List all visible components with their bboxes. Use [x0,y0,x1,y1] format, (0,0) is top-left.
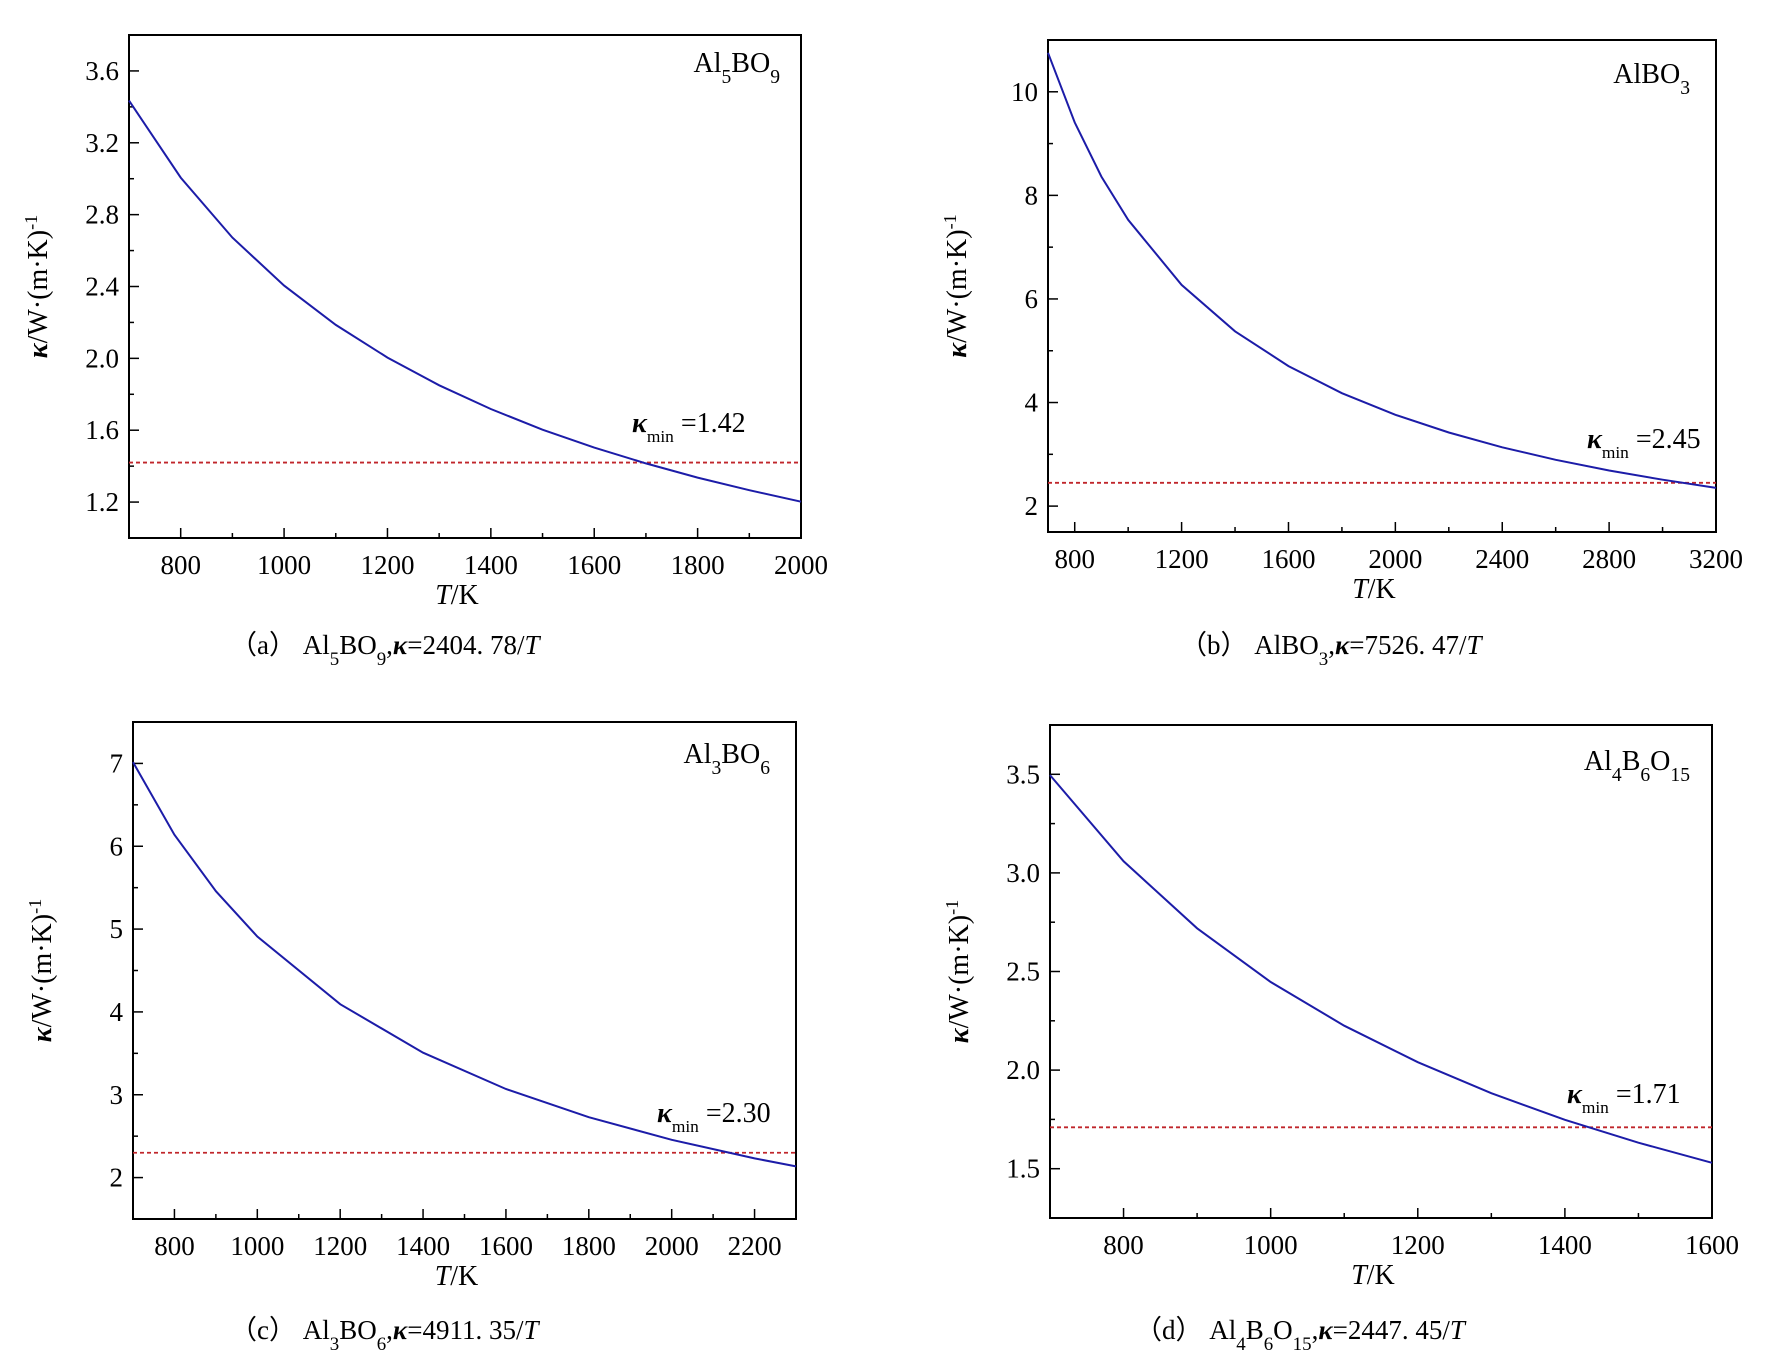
compound-label: Al4B6O15 [1584,746,1690,786]
y-tick-label: 7 [110,748,124,778]
y-tick-label: 10 [1011,77,1038,107]
x-tick-label: 1400 [396,1231,450,1261]
y-tick-label: 3 [110,1080,124,1110]
x-tick-label: 1600 [567,550,621,580]
y-tick-label: 1.5 [1006,1154,1040,1184]
x-tick-label: 1000 [1244,1230,1298,1260]
caption-b: （b） AlBO3,κ=7526. 47/T [1180,630,1484,670]
kappa-curve [128,100,802,503]
chart-panel-d: 800 1000 1200 1400 1600 1.5 2.0 2.5 3.0 3.5 T/K κ/W… [942,724,1739,1291]
y-tick-label: 2 [1025,491,1039,521]
y-tick-label: 8 [1025,180,1039,210]
kappa-curve [132,761,797,1168]
y-tick-label: 6 [1025,284,1039,314]
kmin-label: κmin =2.30 [657,1098,771,1136]
x-tick-label: 1000 [257,550,311,580]
x-axis-label: T/K [435,580,479,611]
x-tick-label: 2800 [1582,544,1636,574]
compound-label: Al3BO6 [684,739,771,779]
x-tick-label: 1200 [360,550,414,580]
x-tick-label: 800 [160,550,201,580]
y-tick-label: 4 [110,997,124,1027]
x-tick-label: 1400 [464,550,518,580]
y-tick-label: 1.6 [85,415,119,445]
x-tick-label: 1200 [1155,544,1209,574]
y-tick-label: 1.2 [85,487,119,517]
y-tick-label: 2.0 [85,343,119,373]
caption-d: （d） Al4B6O15,κ=2447. 45/T [1135,1315,1467,1355]
y-tick-label: 3.2 [85,128,119,158]
kappa-curve [1049,774,1713,1164]
x-tick-label: 800 [154,1231,195,1261]
chart-panel-b: 800 1200 1600 2000 2400 2800 3200 2 4 6 8 10 T/K κ/W·… [940,39,1743,605]
x-axis-label: T/K [435,1261,479,1292]
x-tick-label: 2000 [774,550,828,580]
y-axis-label: κ/W·(m·K)-1 [942,900,975,1044]
kmin-label: κmin =2.45 [1587,424,1701,462]
compound-label: Al5BO9 [694,48,781,88]
x-axis-label: T/K [1352,574,1396,605]
kappa-curve [1047,52,1717,489]
x-tick-label: 2400 [1475,544,1529,574]
y-tick-label: 2 [110,1163,124,1193]
caption-c: （c） Al3BO6,κ=4911. 35/T [230,1315,540,1355]
x-tick-label: 1800 [671,550,725,580]
x-tick-label: 1800 [562,1231,616,1261]
x-tick-label: 1600 [1685,1230,1739,1260]
x-axis-label: T/K [1351,1260,1395,1291]
x-tick-label: 800 [1054,544,1095,574]
caption-a: （a） Al5BO9,κ=2404. 78/T [230,630,541,670]
x-tick-label: 1200 [1391,1230,1445,1260]
compound-label: AlBO3 [1613,59,1690,99]
plot-frame [1049,724,1713,1219]
kmin-label: κmin =1.42 [632,408,746,446]
y-tick-label: 3.6 [85,56,119,86]
y-tick-label: 4 [1025,388,1039,418]
kmin-label: κmin =1.71 [1567,1079,1681,1117]
y-tick-label: 2.5 [1006,957,1040,987]
y-tick-label: 3.5 [1006,759,1040,789]
y-axis-label: κ/W·(m·K)-1 [21,215,54,359]
x-tick-label: 1600 [1261,544,1315,574]
chart-panel-a: 800 1000 1200 1400 1600 1800 2000 1.2 1.6 2.0 2.4 2… [21,34,828,611]
x-tick-label: 800 [1103,1230,1144,1260]
y-tick-label: 6 [110,831,124,861]
x-tick-label: 1400 [1538,1230,1592,1260]
y-tick-label: 5 [110,914,124,944]
y-tick-label: 2.4 [85,272,119,302]
x-tick-label: 2200 [728,1231,782,1261]
x-tick-label: 1000 [230,1231,284,1261]
y-axis-label: κ/W·(m·K)-1 [25,899,58,1043]
chart-panel-c: 800 1000 1200 1400 1600 1800 2000 2200 2 3 4 5 6 7 T/K… [25,721,797,1292]
x-tick-label: 2000 [645,1231,699,1261]
y-tick-label: 3.0 [1006,858,1040,888]
x-tick-label: 1600 [479,1231,533,1261]
x-tick-label: 1200 [313,1231,367,1261]
x-tick-label: 3200 [1689,544,1743,574]
y-axis-label: κ/W·(m·K)-1 [940,214,973,358]
x-tick-label: 2000 [1368,544,1422,574]
y-tick-label: 2.0 [1006,1055,1040,1085]
plot-frame [1047,39,1717,533]
y-tick-label: 2.8 [85,200,119,230]
